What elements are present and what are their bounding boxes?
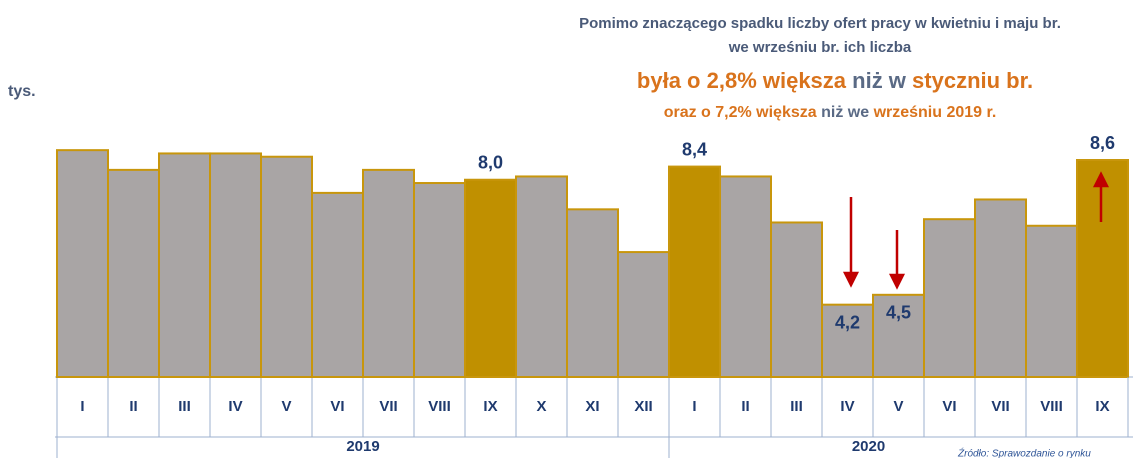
value-label: 8,6	[1090, 133, 1115, 153]
bar	[464, 178, 517, 378]
arrow-head	[1092, 171, 1110, 188]
headline: była o 2,8% większa niż w styczniu br.	[637, 68, 1033, 93]
bar	[821, 303, 874, 378]
unit-label: tys.	[8, 83, 36, 100]
bar	[158, 152, 211, 378]
x-tick-label: V	[281, 398, 291, 415]
bar	[515, 175, 568, 378]
subheadline: oraz o 7,2% większa niż we wrześniu 2019…	[664, 104, 997, 121]
source: Źródło: Sprawozdanie o rynku	[957, 447, 1091, 458]
x-tick-label: IX	[483, 398, 497, 415]
bar	[311, 191, 364, 378]
value-label: 4,5	[886, 303, 911, 323]
x-tick-label: III	[178, 398, 191, 415]
bar	[668, 165, 721, 378]
bar	[719, 175, 772, 378]
x-tick-label: IV	[228, 398, 242, 415]
x-tick-label: I	[692, 398, 696, 415]
bar	[107, 168, 160, 378]
x-tick-label: III	[790, 398, 803, 415]
x-tick-label: VIII	[428, 398, 451, 415]
subheadline-part: niż we	[817, 104, 874, 121]
subheadline-part: wrześniu 2019 r.	[873, 104, 997, 121]
headline-part: styczniu br.	[912, 68, 1033, 93]
x-tick-label: XII	[634, 398, 652, 415]
x-tick-label: I	[80, 398, 84, 415]
x-tick-label: VII	[991, 398, 1009, 415]
bar	[923, 218, 976, 378]
bar	[413, 182, 466, 378]
bar	[872, 293, 925, 379]
x-tick-label: II	[129, 398, 137, 415]
bar	[1025, 224, 1078, 378]
arrow-head	[842, 271, 860, 288]
x-tick-label: VII	[379, 398, 397, 415]
x-tick-label: VI	[942, 398, 956, 415]
subheadline-part: oraz o 7,2% większa	[664, 104, 817, 121]
bar	[260, 155, 313, 378]
bar	[209, 152, 262, 378]
bar	[974, 198, 1027, 378]
x-tick-label: II	[741, 398, 749, 415]
bar	[1076, 159, 1129, 378]
x-tick-label: IX	[1095, 398, 1109, 415]
arrow-head	[888, 273, 906, 290]
title-line: we wrześniu br. ich liczba	[728, 39, 912, 56]
group-label: 2019	[346, 438, 379, 455]
x-tick-label: VI	[330, 398, 344, 415]
bar	[362, 168, 415, 378]
x-tick-label: IV	[840, 398, 854, 415]
x-tick-label: VIII	[1040, 398, 1063, 415]
bar	[617, 251, 670, 378]
headline-part: niż w	[846, 68, 912, 93]
arrows	[842, 171, 1110, 290]
x-tick-label: X	[536, 398, 546, 415]
bar	[770, 221, 823, 378]
headline-part: była o 2,8% większa	[637, 68, 847, 93]
bar	[566, 208, 619, 378]
x-tick-label: XI	[585, 398, 599, 415]
value-label: 4,2	[835, 312, 860, 332]
value-label: 8,4	[682, 139, 707, 159]
bar	[56, 149, 109, 378]
title-line: Pomimo znaczącego spadku liczby ofert pr…	[579, 15, 1061, 32]
value-label: 8,0	[478, 152, 503, 172]
x-tick-label: V	[893, 398, 903, 415]
group-label: 2020	[852, 438, 885, 455]
